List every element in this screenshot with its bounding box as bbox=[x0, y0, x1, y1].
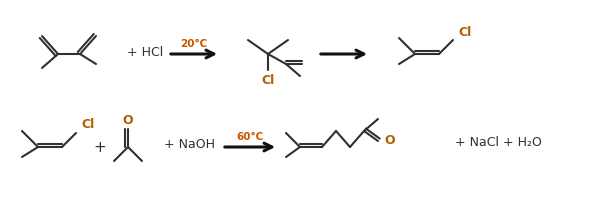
Text: 20°C: 20°C bbox=[181, 39, 208, 49]
Text: +: + bbox=[94, 139, 106, 154]
Text: + NaCl + H₂O: + NaCl + H₂O bbox=[455, 136, 542, 149]
Text: + NaOH: + NaOH bbox=[164, 139, 215, 152]
Text: Cl: Cl bbox=[82, 119, 95, 131]
Text: + HCl: + HCl bbox=[127, 46, 163, 59]
Text: Cl: Cl bbox=[262, 74, 275, 87]
Text: Cl: Cl bbox=[458, 25, 472, 38]
Text: 60°C: 60°C bbox=[236, 132, 263, 142]
Text: O: O bbox=[384, 135, 395, 148]
Text: O: O bbox=[122, 113, 133, 126]
